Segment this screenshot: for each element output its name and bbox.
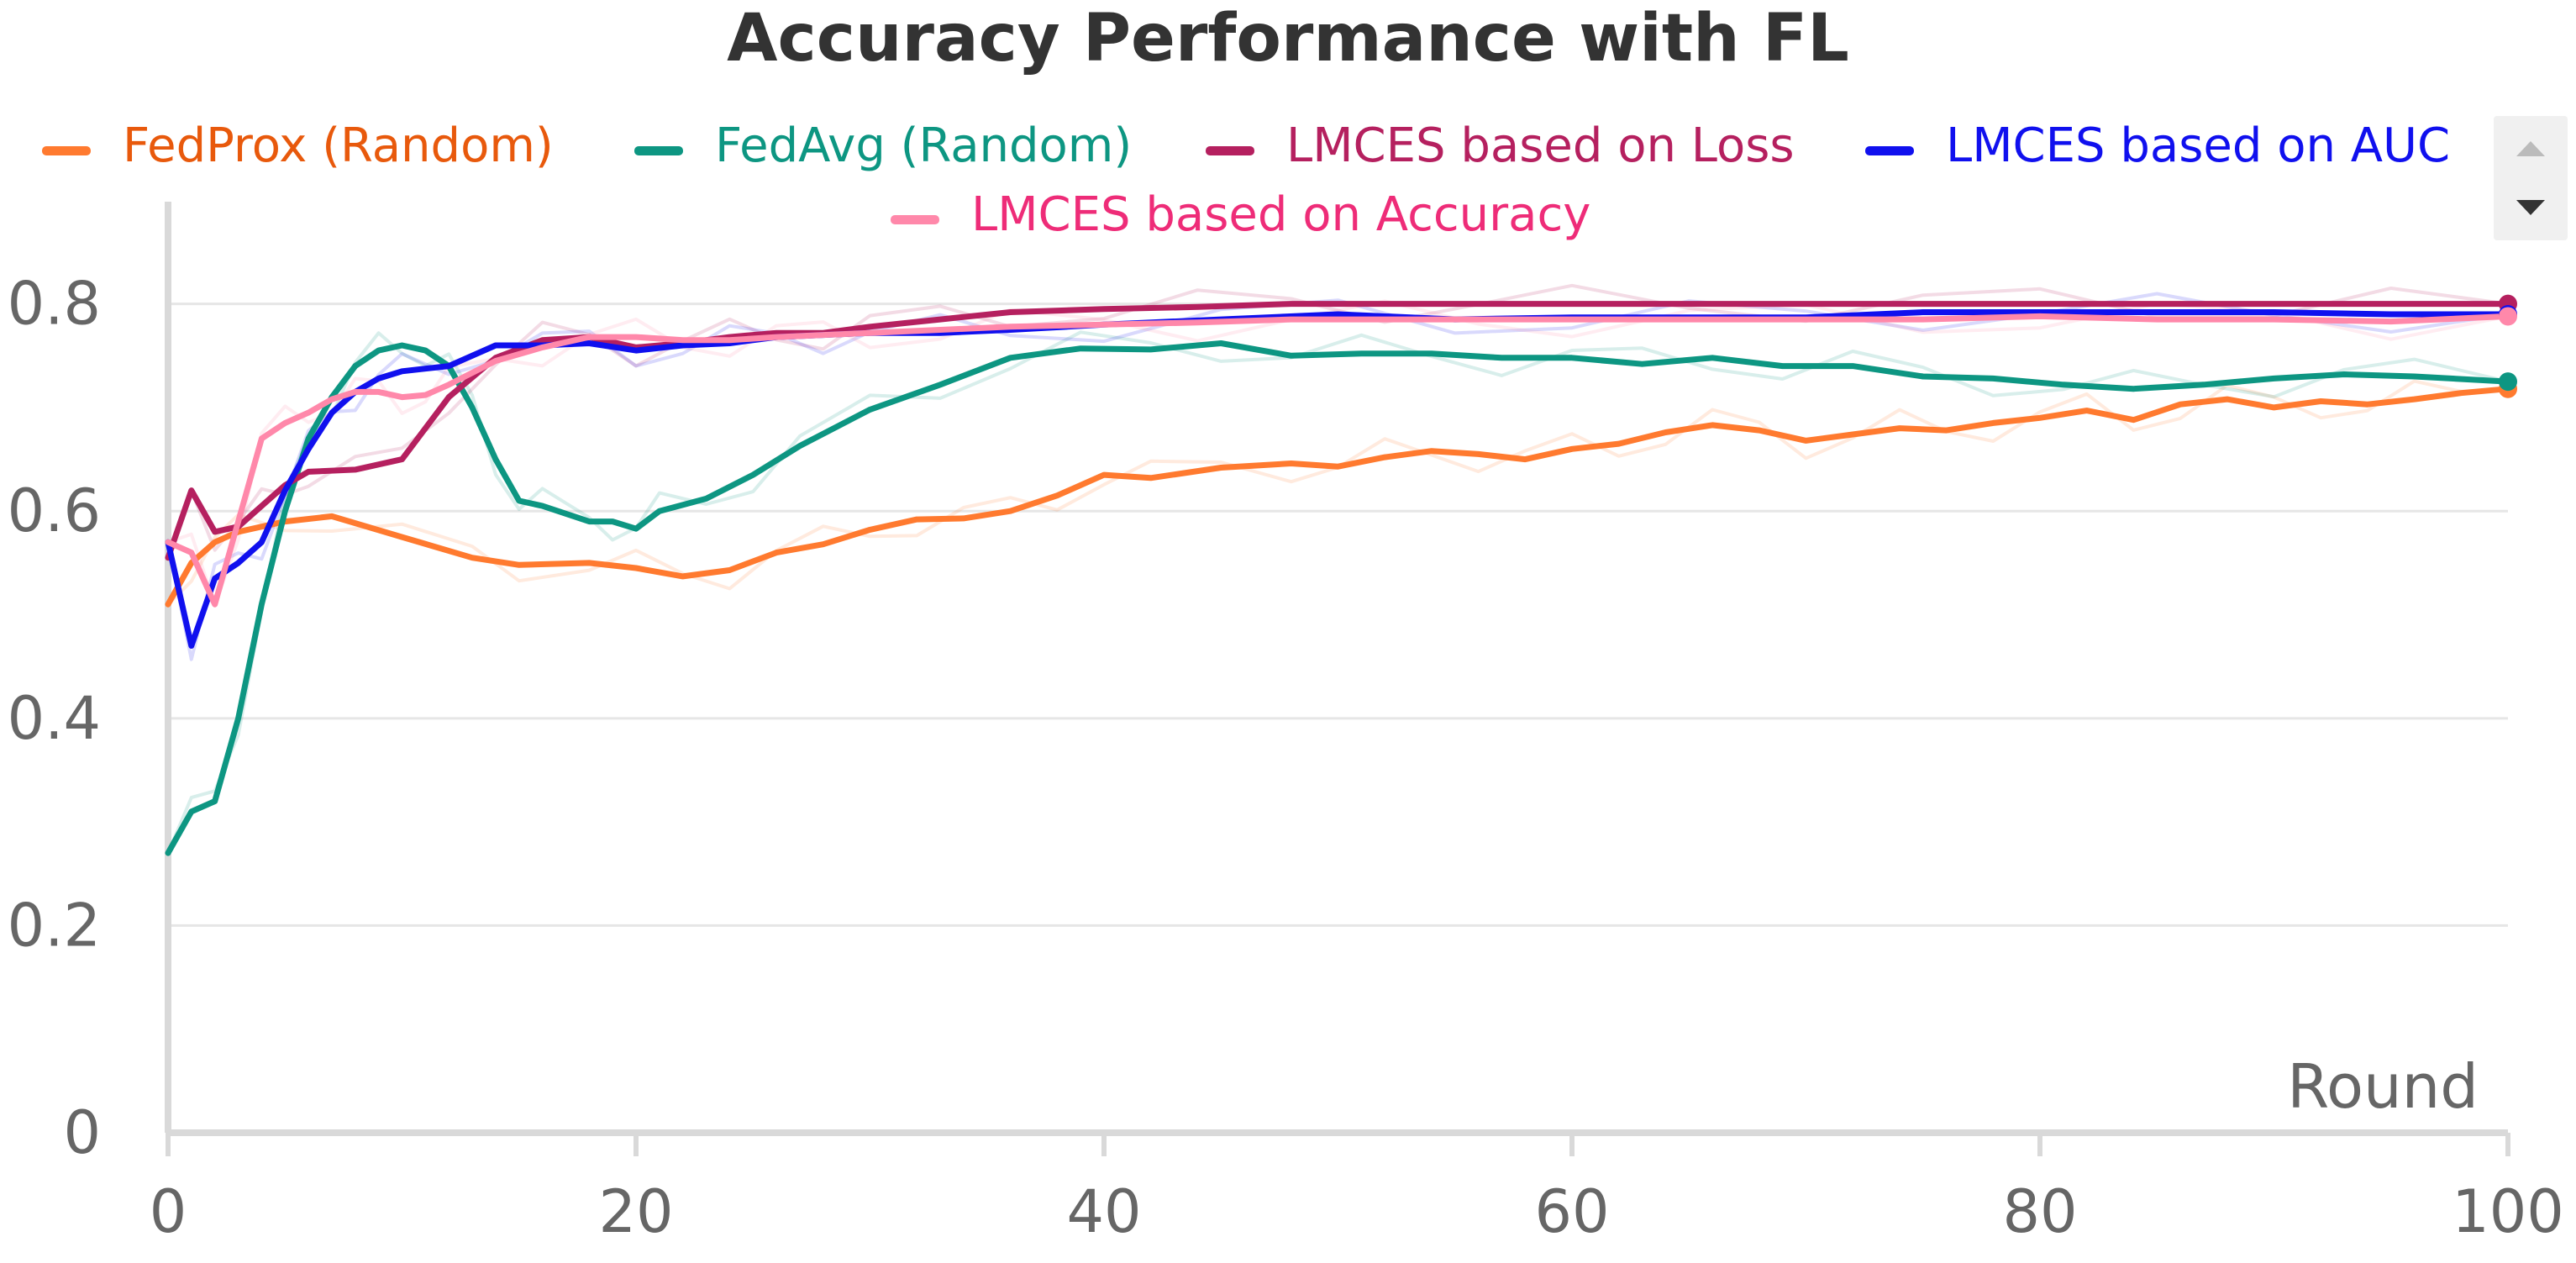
x-tick-label: 100 [2452, 1177, 2564, 1246]
legend-item[interactable]: LMCES based on Loss [1206, 118, 1795, 173]
legend-label: FedAvg (Random) [715, 118, 1132, 173]
series-line [165, 313, 2511, 608]
legend-item[interactable]: LMCES based on Accuracy [891, 187, 1590, 242]
legend-item[interactable]: FedAvg (Random) [634, 118, 1132, 173]
legend-label: LMCES based on Loss [1286, 118, 1795, 173]
chart-legend: FedProx (Random) FedAvg (Random) LMCES bas… [42, 118, 2450, 242]
legend-swatch [891, 215, 939, 224]
chart-axes: 0 0.2 0.4 0.6 0.8 0 20 40 60 80 100 [8, 202, 2564, 1246]
legend-item[interactable]: LMCES based on AUC [1865, 118, 2450, 173]
legend-scroll-up-icon[interactable] [2516, 141, 2545, 156]
chart-title: Accuracy Performance with FL [727, 1, 1849, 76]
legend-scroll-down-icon[interactable] [2516, 200, 2545, 215]
y-tick-label: 0.8 [8, 270, 101, 339]
legend-label: FedProx (Random) [123, 118, 554, 173]
smoothed-series-layer [165, 301, 2511, 856]
series-line [165, 386, 2511, 608]
x-axis-title: Round [2287, 1051, 2479, 1122]
series-end-marker [2499, 307, 2517, 326]
y-tick-label: 0.6 [8, 476, 101, 545]
x-tick-label: 60 [1534, 1177, 1609, 1246]
legend-label: LMCES based on AUC [1946, 118, 2450, 173]
series-raw-line [166, 283, 2509, 559]
x-tick-label: 40 [1066, 1177, 1141, 1246]
legend-swatch [634, 146, 683, 155]
legend-label: LMCES based on Accuracy [971, 187, 1590, 242]
chart-grid [168, 303, 2508, 927]
raw-series-layer [166, 283, 2509, 854]
y-tick-label: 0.4 [8, 684, 101, 753]
legend-swatch [1865, 146, 1914, 155]
y-tick-label: 0 [63, 1098, 101, 1167]
legend-swatch [1206, 146, 1254, 155]
x-tick-label: 20 [598, 1177, 673, 1246]
series-raw-line [166, 379, 2509, 606]
x-tick-label: 80 [2002, 1177, 2077, 1246]
series-endpoints [2499, 294, 2517, 398]
x-tick-label: 0 [150, 1177, 187, 1246]
series-line [165, 340, 2511, 856]
legend-scroll-control[interactable] [2494, 116, 2568, 240]
legend-scroll-track [2494, 116, 2568, 240]
legend-swatch [42, 146, 91, 155]
series-end-marker [2499, 372, 2517, 392]
legend-item[interactable]: FedProx (Random) [42, 118, 554, 173]
y-tick-label: 0.2 [8, 891, 101, 960]
